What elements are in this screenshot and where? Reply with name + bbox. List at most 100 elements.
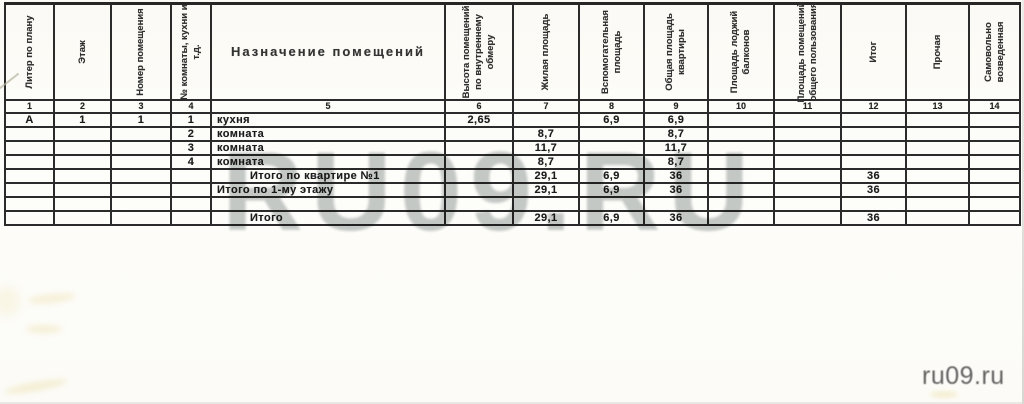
cell-aux-area: 6,9 [578,167,645,184]
cell-room-number: 3 [170,139,212,156]
col-header-label: Прочая [931,34,943,70]
table-cell [53,153,112,170]
cell-aux-area: 6,9 [578,181,645,198]
table-cell [968,181,1021,198]
col-header-prochaya: Прочая [905,2,970,101]
scan-smudge [27,291,77,306]
table-cell [968,125,1021,142]
table-cell [773,139,842,156]
table-cell [444,167,514,184]
table-row-room: 4 комната 8,7 8,7 [4,153,1021,170]
table-header-row: Литер по плану Этаж Номер помещения № ко… [4,1,1021,102]
table-cell [968,139,1021,156]
cell-total-label: Итого по 1-му этажу [210,181,446,198]
table-cell [578,195,645,212]
cell-room-number: 1 [170,111,212,128]
table-cell [110,181,172,198]
table-cell [840,153,907,170]
table-row-room: 3 комната 11,7 11,7 [4,139,1021,156]
scan-smudge [26,325,62,333]
table-row-total-apartment: Итого по квартире №1 29,1 6,9 36 36 [4,167,1021,184]
table-cell [4,153,55,170]
cell-itog: 36 [840,209,907,226]
cell-room-number: 2 [170,125,212,142]
col-header-lodzhii-balkony: Площадь лоджий балконов [707,2,775,101]
table-cell [110,195,172,212]
cell-purpose: комната [210,125,446,142]
cell-living-area: 8,7 [512,153,580,170]
col-header-label: Номер помещения [134,8,146,96]
table-cell [707,111,775,128]
scan-smudge [0,286,20,316]
table-cell [444,181,514,198]
col-header-label: Итог [867,41,879,63]
scan-smudge [3,376,69,397]
col-header-label: Этаж [76,40,88,64]
table-cell [110,209,172,226]
table-cell [840,125,907,142]
col-header-label: № комнаты, кухни и т.д. [178,4,202,100]
col-number: 13 [905,98,970,114]
table-row-total-floor: Итого по 1-му этажу 29,1 6,9 36 36 [4,181,1021,198]
table-cell [444,139,514,156]
table-cell [968,167,1021,184]
table-cell [773,153,842,170]
table-cell [707,153,775,170]
col-header-label: Литер по плану [23,15,35,89]
cell-purpose: комната [210,139,446,156]
table-cell [444,153,514,170]
cell-total-label: Итого по квартире №1 [210,167,446,184]
cell-liter: А [4,111,55,128]
table-cell [512,111,580,128]
cell-room-number: 4 [170,153,212,170]
col-header-label: Вспомогательная площадь [599,9,623,94]
table-cell [53,181,112,198]
table-row-empty [4,195,1021,212]
table-cell [444,125,514,142]
cell-premise-number: 1 [110,111,172,128]
table-cell [968,111,1021,128]
cell-floor: 1 [53,111,112,128]
cell-living-area: 8,7 [512,125,580,142]
table-cell [773,195,842,212]
table-cell [905,209,970,226]
table-cell [840,139,907,156]
table-cell [643,195,709,212]
table-cell [170,195,212,212]
col-header-obshchaya-ploshchad: Общая площадь квартиры [643,2,709,101]
col-number: 5 [210,98,446,114]
col-number: 14 [968,98,1021,114]
table-cell [707,139,775,156]
table-cell [905,195,970,212]
cell-living-area: 29,1 [512,167,580,184]
premises-area-table: Литер по плану Этаж Номер помещения № ко… [4,1,1021,226]
col-number: 12 [840,98,907,114]
col-header-liter: Литер по плану [4,2,55,101]
col-header-label: Общая площадь квартиры [663,12,687,91]
cell-total-area: 6,9 [643,111,709,128]
cell-living-area: 29,1 [512,181,580,198]
table-cell [773,181,842,198]
cell-total-label: Итого [210,209,446,226]
table-cell [110,167,172,184]
table-cell [905,167,970,184]
col-header-samovolno: Самовольно возведенная [968,2,1021,101]
col-header-itog: Итог [840,2,907,101]
cell-purpose: кухня [210,111,446,128]
table-cell [707,125,775,142]
col-number: 8 [578,98,645,114]
cell-height: 2,65 [444,111,514,128]
table-cell [444,209,514,226]
table-cell [110,139,172,156]
table-cell [4,139,55,156]
col-header-label: Высота помещений по внутреннему обмеру [460,5,497,99]
table-cell [53,139,112,156]
table-cell [773,125,842,142]
table-cell [905,139,970,156]
col-header-naznachenie: Назначение помещений [210,2,446,101]
cell-itog: 36 [840,167,907,184]
table-cell [905,153,970,170]
cell-aux-area: 6,9 [578,111,645,128]
table-cell [773,111,842,128]
table-cell [840,111,907,128]
